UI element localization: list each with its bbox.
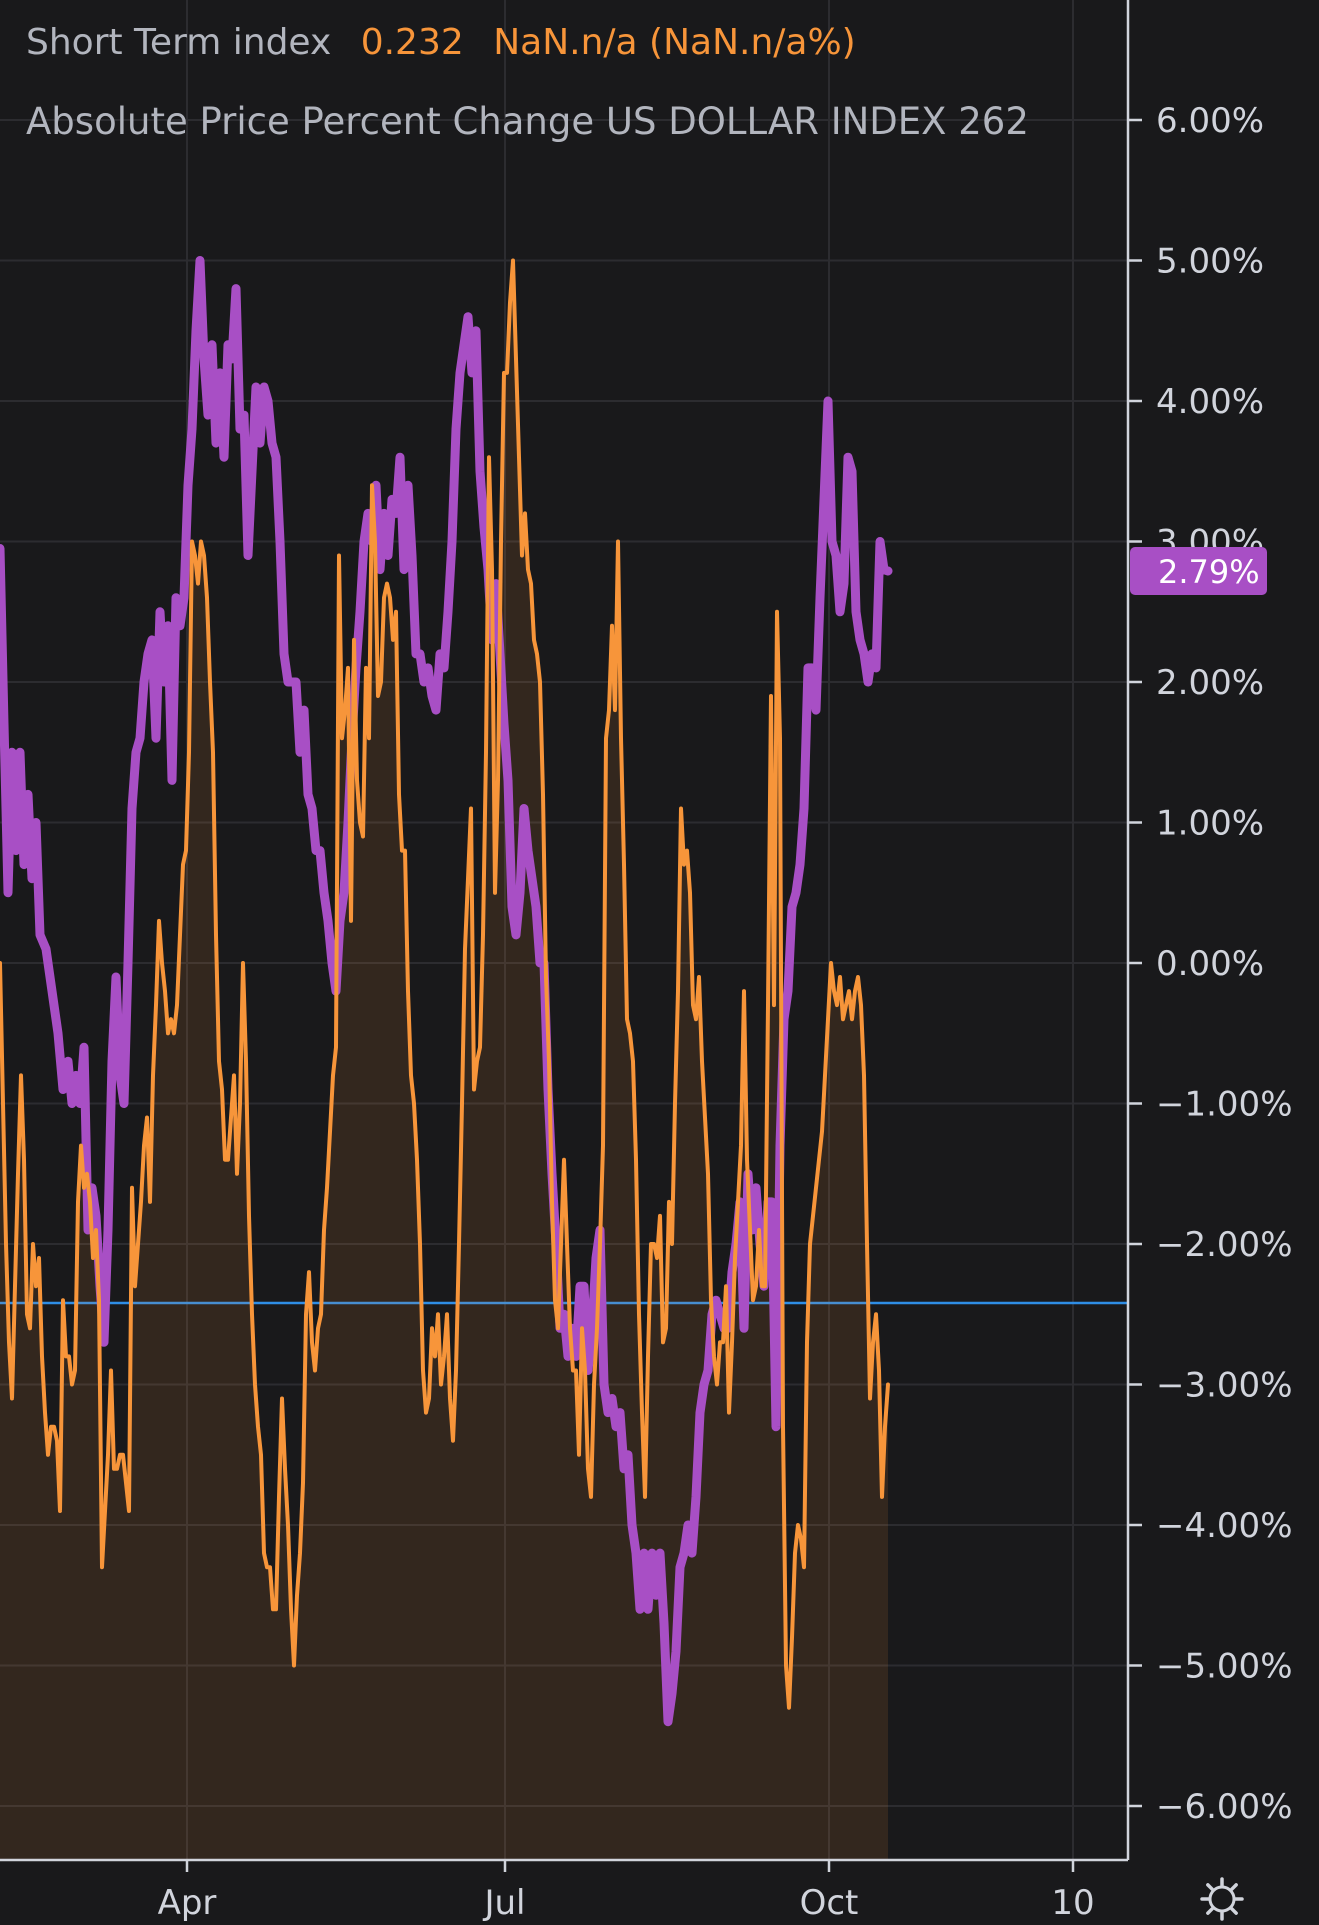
x-tick-label: Jul xyxy=(482,1883,525,1923)
gear-icon-tooth xyxy=(1229,1883,1238,1892)
price-label-text: 2.79% xyxy=(1158,553,1260,591)
legend-secondary: Absolute Price Percent Change US DOLLAR … xyxy=(26,100,1029,143)
legend-primary: Short Term index 0.232 NaN.n/a (NaN.n/a%… xyxy=(26,22,856,63)
legend-series-change: NaN.n/a (NaN.n/a%) xyxy=(493,22,856,63)
series-line-orange xyxy=(0,258,890,1710)
y-tick-label: 6.00% xyxy=(1156,101,1264,141)
y-tick-label: 1.00% xyxy=(1156,804,1264,844)
y-tick-label: −2.00% xyxy=(1156,1225,1293,1265)
time-axis-bg xyxy=(0,1860,1319,1925)
gear-icon-tooth xyxy=(1206,1883,1215,1892)
price-label-badge xyxy=(1130,547,1267,596)
y-tick-label: −4.00% xyxy=(1156,1506,1293,1546)
gear-icon[interactable] xyxy=(1200,1877,1244,1921)
legend-series-value: 0.232 xyxy=(360,22,464,63)
gear-icon-tooth xyxy=(1206,1906,1215,1915)
y-tick-label: 2.00% xyxy=(1156,663,1264,703)
series-area-orange xyxy=(0,260,888,1860)
gear-icon-tooth xyxy=(1229,1906,1238,1915)
y-tick-label: 0.00% xyxy=(1156,944,1264,984)
y-tick-label: −5.00% xyxy=(1156,1647,1293,1687)
x-axis-labels: Apr Jul Oct 10 xyxy=(158,1860,1095,1923)
price-label: 2.79% xyxy=(1130,547,1267,596)
legend-series-name: Short Term index xyxy=(26,22,332,63)
x-tick-label: 10 xyxy=(1051,1883,1094,1923)
y-axis-labels: 6.00%5.00%4.00%3.00%2.00%1.00%0.00%−1.00… xyxy=(1128,101,1293,1827)
y-tick-label: −3.00% xyxy=(1156,1366,1293,1406)
series-line-purple xyxy=(0,256,893,1727)
y-tick-label: −1.00% xyxy=(1156,1085,1293,1125)
x-tick-label: Oct xyxy=(800,1883,859,1923)
legend-study-name: Absolute Price Percent Change US DOLLAR … xyxy=(26,100,1029,143)
price-axis-bg xyxy=(1128,0,1319,1925)
y-tick-label: 5.00% xyxy=(1156,242,1264,282)
y-tick-label: −6.00% xyxy=(1156,1787,1293,1827)
y-tick-label: 4.00% xyxy=(1156,382,1264,422)
x-tick-label: Apr xyxy=(158,1883,217,1923)
series-layer xyxy=(0,256,893,1860)
